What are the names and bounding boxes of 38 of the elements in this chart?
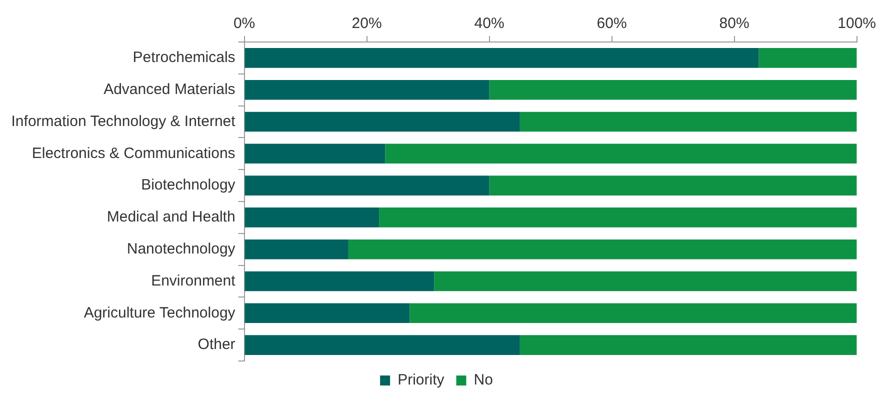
y-tick-label: Electronics & Communications [32,144,236,162]
x-tick-label: 20% [352,15,382,32]
bar [520,112,857,132]
bar [244,271,434,292]
y-tick-label: Petrochemicals [132,49,236,66]
bar [758,48,857,68]
y-tick-label: Agriculture Technology [84,304,236,322]
y-tick-label: Biotechnology [141,176,236,194]
bar [244,48,759,68]
bar [244,335,520,355]
bar [244,176,490,196]
y-tick-label: Nanotechnology [126,240,236,258]
bar [244,303,410,324]
y-tick-label: Information Technology & Internet [11,112,236,130]
x-tick-label: 100% [838,15,876,32]
x-tick-label: 60% [596,15,627,32]
x-tick-label: 80% [719,15,750,32]
bar [244,239,348,260]
bar [244,112,520,132]
y-tick-label: Medical and Health [106,208,236,226]
bar [244,208,380,228]
bar [520,335,857,355]
x-tick-label: 40% [474,15,504,32]
bar [489,80,857,100]
bar [410,303,857,324]
bar [244,144,386,164]
y-tick-label: Other [198,336,236,354]
bar [489,176,857,196]
bar [434,271,857,292]
x-tick-label: 0% [233,15,256,32]
bar [244,80,490,100]
bar [348,239,857,260]
y-tick-label: Advanced Materials [104,80,236,98]
legend-label: No [474,372,493,389]
bar [385,144,857,164]
y-tick-label: Environment [151,272,236,290]
legend-label: Priority [398,372,445,389]
bar [379,208,857,228]
